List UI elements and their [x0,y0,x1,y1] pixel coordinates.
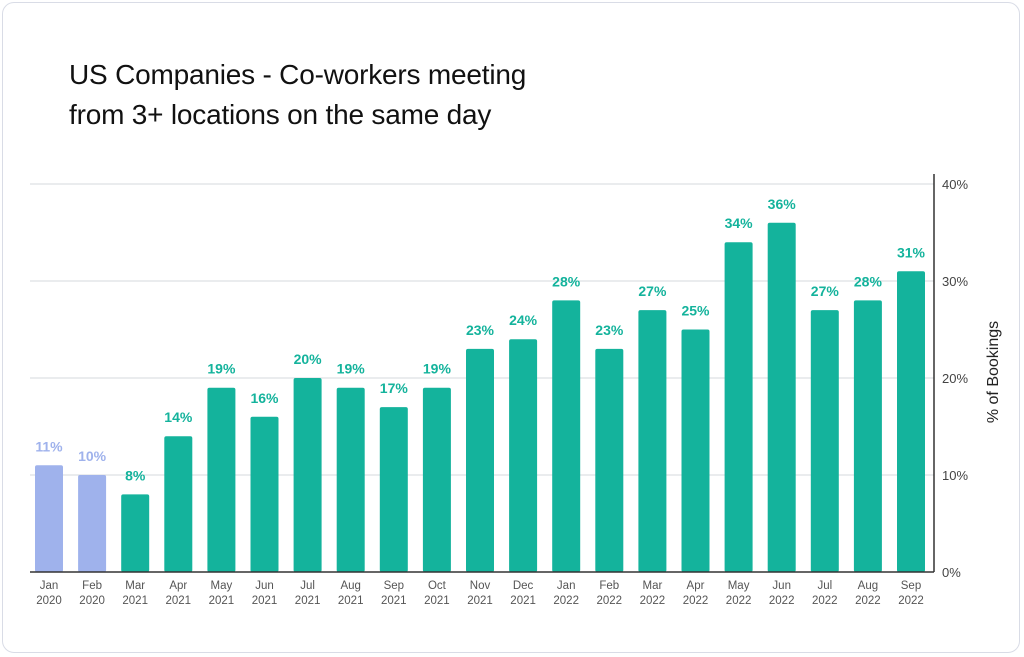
x-tick-label-year: 2021 [338,595,364,607]
bar [638,310,667,572]
x-tick-label-year: 2021 [209,595,235,607]
x-tick-label-month: Feb [599,580,619,592]
chart-title-line-2: from 3+ locations on the same day [69,99,492,130]
bar [466,348,494,572]
bar [379,407,408,572]
x-tick-label-month: Dec [513,580,534,592]
data-label: 19% [423,361,452,377]
x-tick-label-month: Apr [687,580,705,592]
bar [293,378,322,572]
x-tick-label-year: 2021 [467,595,493,607]
y-tick-label: 40% [942,177,968,192]
data-label: 19% [207,361,236,377]
data-label: 17% [380,380,409,396]
x-tick-label-year: 2022 [553,595,579,607]
data-label: 27% [638,283,667,299]
chart-title: US Companies - Co-workers meeting from 3… [69,55,526,135]
x-tick-label-year: 2022 [898,595,924,607]
x-tick-label-year: 2022 [812,595,838,607]
y-tick-label: 30% [942,274,968,289]
x-tick-label-year: 2021 [510,595,536,607]
data-label: 14% [164,409,193,425]
y-tick-label: 20% [942,371,968,386]
bar [336,387,365,572]
x-tick-label-month: May [211,580,233,592]
bar [552,300,581,572]
y-tick-label: 0% [942,565,961,580]
x-tick-label-month: May [728,580,750,592]
data-label: 27% [811,283,840,299]
x-tick-label-year: 2022 [726,595,752,607]
x-tick-label-year: 2020 [79,595,105,607]
data-label: 34% [725,215,754,231]
x-tick-label-month: Mar [642,580,662,592]
x-tick-label-month: Nov [470,580,491,592]
x-tick-label-year: 2021 [424,595,450,607]
data-label: 23% [595,322,624,338]
data-label: 28% [854,273,883,289]
x-tick-label-month: Jan [40,580,59,592]
x-tick-label-month: Feb [82,580,102,592]
bar [35,465,63,572]
bar [121,494,150,572]
bar [724,242,753,572]
x-tick-label-month: Aug [858,580,878,592]
x-tick-label-month: Oct [428,580,447,592]
x-tick-label-year: 2022 [769,595,795,607]
x-tick-label-year: 2021 [166,595,192,607]
x-tick-label-year: 2021 [381,595,407,607]
x-tick-label-month: Aug [340,580,360,592]
bar [250,416,279,572]
data-label: 25% [681,303,710,319]
x-tick-label-year: 2021 [122,595,148,607]
x-tick-label-month: Jan [557,580,576,592]
y-axis-label: % of Bookings [985,321,1002,423]
data-label: 8% [125,467,146,483]
bar [595,348,624,572]
bar [78,475,107,572]
x-tick-label-month: Jun [772,580,791,592]
bar [853,300,882,572]
x-tick-label-month: Sep [901,580,921,592]
data-label: 24% [509,312,538,328]
bar [207,387,236,572]
data-label: 16% [250,390,279,406]
x-tick-label-year: 2022 [640,595,666,607]
bar [422,387,451,572]
x-tick-label-year: 2022 [597,595,623,607]
y-tick-label: 10% [942,468,968,483]
x-tick-label-month: Jul [300,580,315,592]
x-tick-label-month: Apr [169,580,187,592]
bar [164,436,193,572]
data-label: 31% [897,244,926,260]
data-label: 20% [294,351,323,367]
bar [681,329,710,572]
x-tick-label-year: 2021 [295,595,321,607]
data-label: 10% [78,448,107,464]
bar [767,222,796,573]
x-tick-label-month: Jul [817,580,832,592]
chart-title-line-1: US Companies - Co-workers meeting [69,59,527,90]
data-label: 36% [768,196,797,212]
x-tick-label-month: Sep [384,580,404,592]
x-tick-label-year: 2020 [36,595,62,607]
x-tick-label-year: 2021 [252,595,278,607]
x-tick-label-month: Mar [125,580,145,592]
x-tick-label-month: Jun [255,580,274,592]
x-tick-label-year: 2022 [855,595,881,607]
data-label: 11% [35,438,63,454]
x-tick-label-year: 2022 [683,595,709,607]
bar [897,271,925,572]
data-label: 28% [552,273,581,289]
bar [810,310,839,572]
bar [509,339,538,572]
data-label: 23% [466,322,495,338]
data-label: 19% [337,361,366,377]
